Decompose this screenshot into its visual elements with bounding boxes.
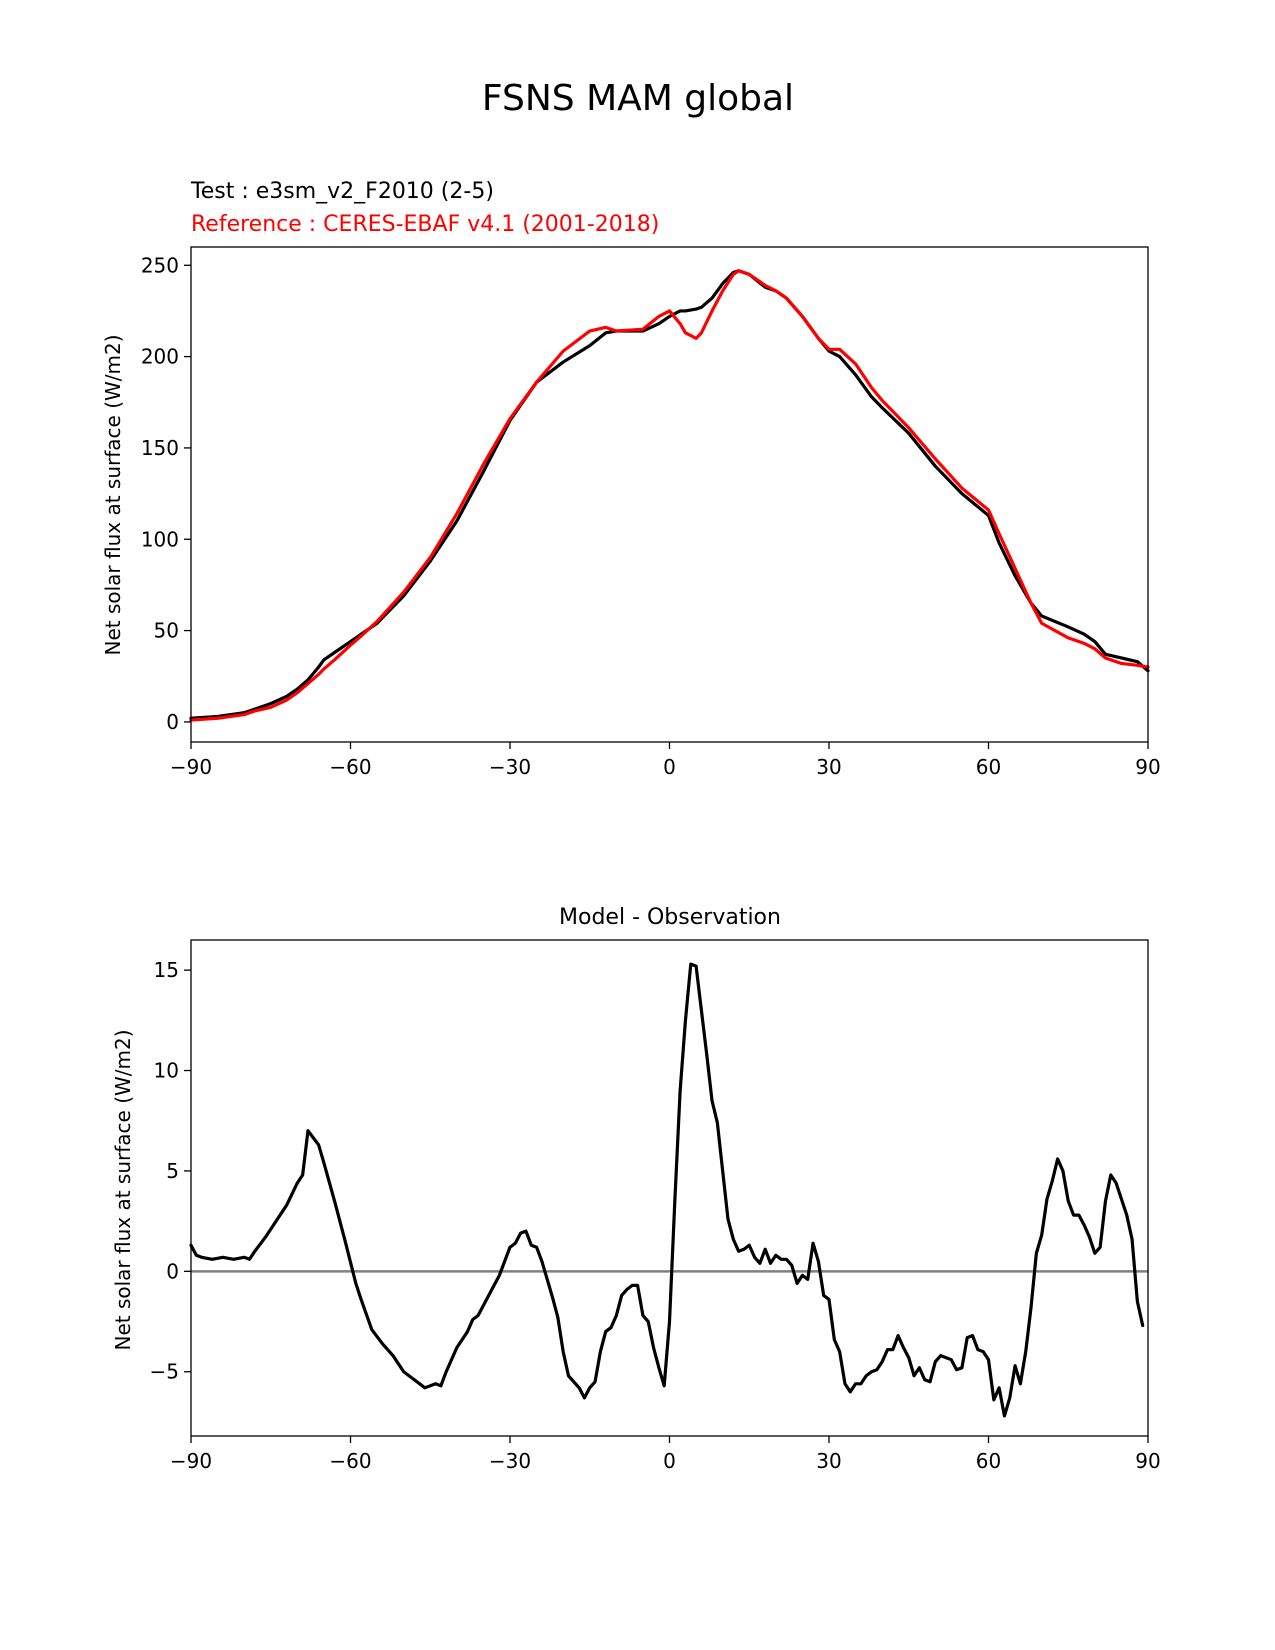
top-y-tick-label: 200 [141, 345, 179, 369]
bottom-y-tick-label: 15 [154, 958, 179, 982]
bottom-difference-line [189, 962, 1145, 1418]
top-y-tick-label: 0 [166, 710, 179, 734]
top-reference-label: Reference : CERES-EBAF v4.1 (2001-2018) [191, 212, 659, 237]
bottom-y-tick-label: 0 [166, 1259, 179, 1283]
top-axes-frame [190, 246, 1149, 743]
top-test-line [189, 269, 1150, 720]
bottom-panel: Model - Observation Net solar flux at su… [111, 905, 1161, 1473]
top-y-tick-label: 150 [141, 436, 179, 460]
bottom-x-tick-label: 0 [663, 1449, 676, 1473]
top-x-tick-label: −90 [170, 755, 212, 779]
top-y-tick-label: 50 [154, 619, 179, 643]
bottom-title: Model - Observation [559, 905, 781, 930]
bottom-x-tick-label: −30 [489, 1449, 531, 1473]
figure-title: FSNS MAM global [482, 78, 794, 119]
bottom-x-tick-label: 90 [1135, 1449, 1160, 1473]
top-x-tick-label: −30 [489, 755, 531, 779]
top-reference-line [189, 269, 1150, 722]
top-x-tick-label: 30 [816, 755, 841, 779]
top-y-tick-label: 250 [141, 253, 179, 277]
top-plot-area: −90 −60 −30 0 30 60 90 0 50 100 150 200 250 [141, 246, 1161, 779]
top-x-tick-label: 60 [976, 755, 1001, 779]
bottom-y-tick-label: 10 [154, 1059, 179, 1083]
top-x-tick-label: 0 [663, 755, 676, 779]
bottom-plot-area: −90 −60 −30 0 30 60 90 −5 0 5 10 15 [150, 939, 1161, 1473]
top-x-tick-label: −60 [329, 755, 371, 779]
bottom-x-tick-label: −60 [329, 1449, 371, 1473]
bottom-x-tick-label: 30 [816, 1449, 841, 1473]
top-y-axis-label: Net solar flux at surface (W/m2) [101, 334, 125, 655]
top-test-label: Test : e3sm_v2_F2010 (2-5) [190, 179, 494, 204]
top-x-tick-label: 90 [1135, 755, 1160, 779]
bottom-y-tick-label: −5 [150, 1360, 179, 1384]
bottom-x-tick-label: 60 [976, 1449, 1001, 1473]
bottom-y-tick-label: 5 [166, 1159, 179, 1183]
top-panel: Test : e3sm_v2_F2010 (2-5) Reference : C… [101, 179, 1161, 779]
top-y-tick-label: 100 [141, 527, 179, 551]
bottom-axes-frame [190, 939, 1149, 1437]
bottom-x-tick-label: −90 [170, 1449, 212, 1473]
bottom-y-axis-label: Net solar flux at surface (W/m2) [111, 1029, 135, 1350]
